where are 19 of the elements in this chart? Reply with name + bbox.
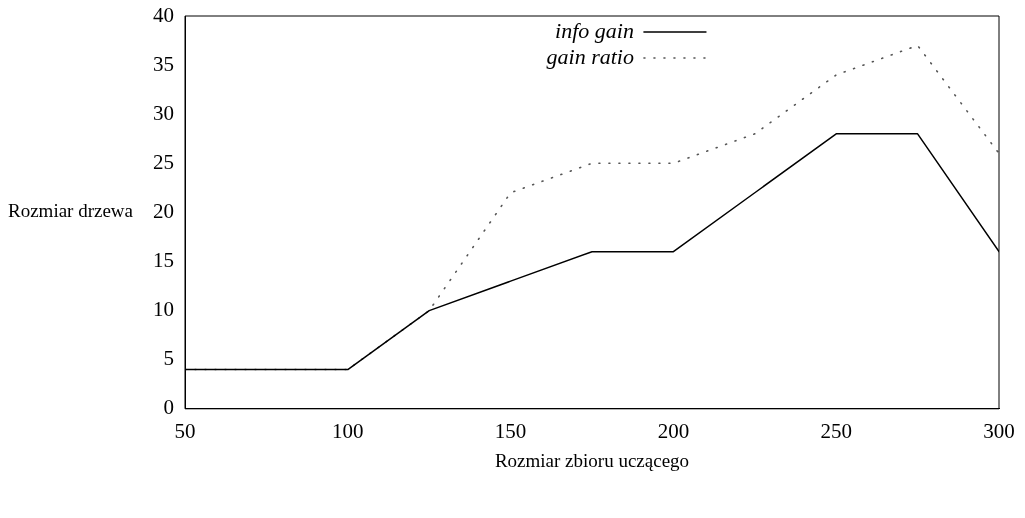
y-tick-label: 35	[153, 51, 174, 76]
y-tick-label: 0	[163, 395, 174, 420]
x-tick-label: 150	[494, 418, 527, 443]
x-tick-label: 50	[174, 418, 196, 443]
x-axis-title: Rozmiar zbioru uczącego	[494, 450, 690, 472]
y-tick-label: 5	[163, 346, 174, 371]
y-tick-label: 30	[153, 100, 174, 125]
legend-label: info gain	[555, 17, 634, 43]
y-tick-label: 15	[153, 248, 174, 273]
y-tick-label: 10	[153, 297, 174, 322]
y-tick-label: 20	[153, 198, 174, 223]
y-tick-label: 25	[153, 149, 174, 174]
x-tick-label: 200	[657, 418, 690, 443]
x-tick-label: 300	[983, 418, 1015, 443]
x-tick-label: 250	[820, 418, 852, 443]
legend-label: gain ratio	[546, 43, 634, 69]
x-tick-label: 100	[332, 418, 364, 443]
y-axis-title: Rozmiar drzewa	[8, 200, 134, 222]
y-tick-label: 40	[153, 2, 174, 27]
